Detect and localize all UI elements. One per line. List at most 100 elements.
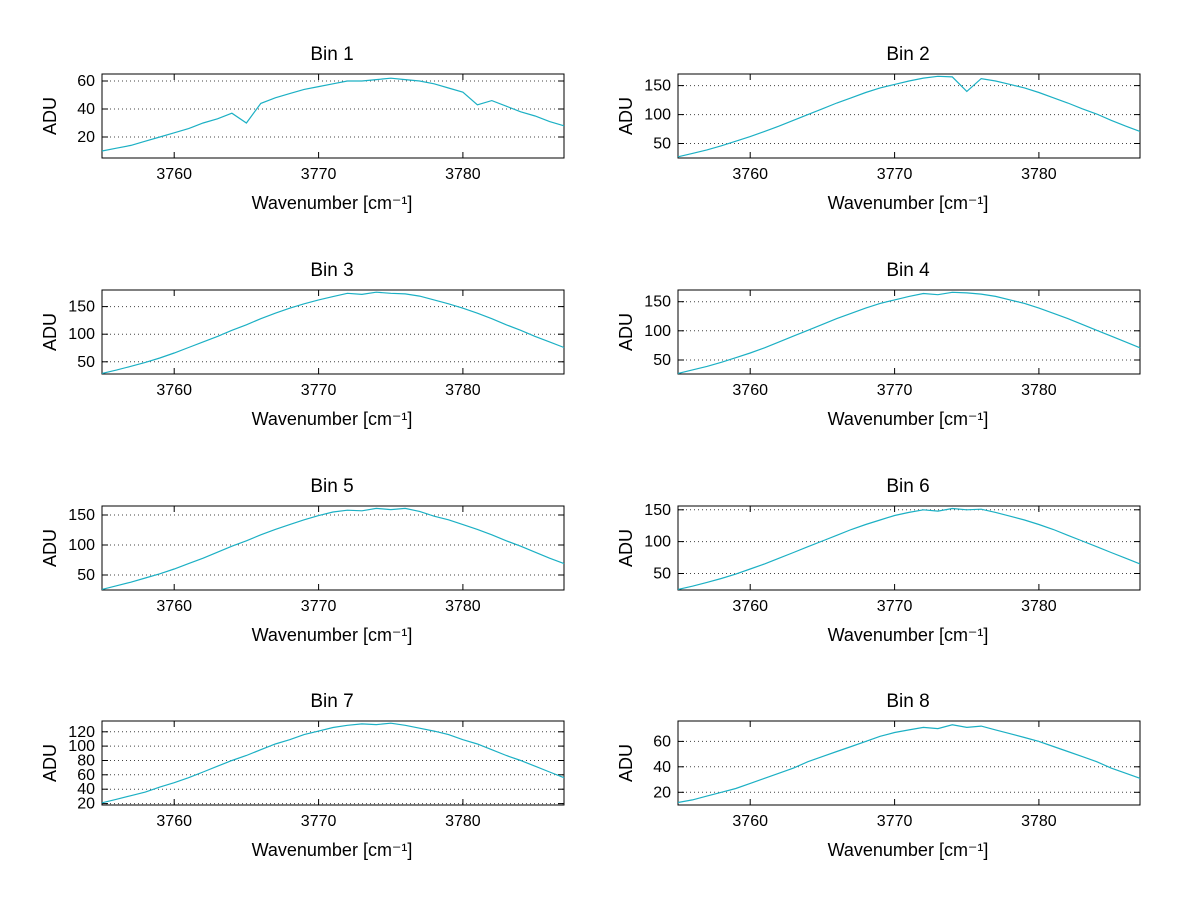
axis-box bbox=[677, 73, 1141, 159]
y-axis-label: ADU bbox=[40, 744, 60, 782]
subplot-bin-1: Bin 1 20 40 60 3760 3770 3780 ADU Wavenumber [… bbox=[40, 42, 575, 234]
spectrum-curve bbox=[677, 507, 1141, 590]
x-tick-label: 3780 bbox=[445, 598, 481, 615]
x-tick-label: 3770 bbox=[301, 813, 337, 830]
y-tick-label: 50 bbox=[653, 352, 671, 369]
x-tick-label: 3770 bbox=[877, 598, 913, 615]
y-tick-label: 60 bbox=[77, 73, 95, 90]
x-axis-label: Wavenumber [cm⁻¹] bbox=[827, 408, 989, 429]
x-axis-label: Wavenumber [cm⁻¹] bbox=[827, 193, 989, 213]
axis-box bbox=[101, 505, 565, 590]
y-axis-label: ADU bbox=[616, 313, 636, 351]
x-tick-label: 3780 bbox=[1021, 382, 1057, 399]
chart-canvas-bin-5: 50 100 150 3760 3770 3780 ADU bbox=[40, 505, 565, 615]
y-tick-label: 100 bbox=[68, 537, 95, 554]
x-tick-label: 3780 bbox=[445, 166, 481, 183]
chart-title: Bin 4 bbox=[886, 259, 930, 281]
x-tick-label: 3760 bbox=[732, 598, 768, 615]
x-tick-label: 3760 bbox=[732, 166, 768, 183]
y-tick-label: 60 bbox=[653, 734, 671, 751]
x-tick-label: 3780 bbox=[1021, 166, 1057, 183]
x-tick-label: 3770 bbox=[877, 166, 913, 183]
y-tick-label: 100 bbox=[644, 533, 671, 550]
chart-title: Bin 8 bbox=[886, 691, 930, 713]
subplot-bin-3: Bin 3 50 100 150 3760 3770 3780 ADU Wavenumber… bbox=[40, 258, 575, 450]
x-tick-label: 3770 bbox=[877, 382, 913, 399]
y-tick-label: 50 bbox=[77, 354, 95, 371]
y-tick-label: 20 bbox=[77, 129, 95, 146]
y-axis-label: ADU bbox=[616, 97, 636, 135]
spectrum-curve bbox=[101, 507, 565, 590]
y-tick-label: 50 bbox=[653, 136, 671, 153]
chart-canvas-bin-8: 20 40 60 3760 3770 3780 ADU bbox=[616, 720, 1141, 830]
axis-box bbox=[677, 289, 1141, 375]
y-tick-label: 40 bbox=[77, 781, 95, 798]
subplot-bin-2: Bin 2 50 100 150 3760 3770 3780 ADU Wavenumber… bbox=[616, 42, 1151, 234]
y-tick-label: 20 bbox=[653, 785, 671, 802]
chart-canvas-bin-1: 20 40 60 3760 3770 3780 ADU bbox=[40, 73, 565, 183]
subplot-bin-7: Bin 7 20 40 60 80 100 120 3760 3770 3780 ADU Wave… bbox=[40, 689, 575, 881]
y-tick-label: 80 bbox=[77, 753, 95, 770]
spectrum-curve bbox=[101, 77, 565, 152]
x-tick-label: 3770 bbox=[877, 813, 913, 830]
y-tick-label: 100 bbox=[68, 738, 95, 755]
y-tick-label: 120 bbox=[68, 724, 95, 741]
x-tick-label: 3780 bbox=[445, 813, 481, 830]
y-tick-label: 20 bbox=[77, 796, 95, 813]
axis-box bbox=[101, 720, 565, 806]
spectrum-curve bbox=[101, 291, 565, 374]
chart-canvas-bin-3: 50 100 150 3760 3770 3780 ADU bbox=[40, 289, 565, 399]
x-tick-label: 3780 bbox=[1021, 813, 1057, 830]
x-tick-label: 3780 bbox=[1021, 598, 1057, 615]
x-axis-label: Wavenumber [cm⁻¹] bbox=[827, 840, 989, 861]
x-axis-label: Wavenumber [cm⁻¹] bbox=[251, 624, 413, 645]
y-tick-label: 150 bbox=[68, 298, 95, 315]
x-tick-label: 3770 bbox=[301, 382, 337, 399]
axis-box bbox=[101, 289, 565, 375]
subplot-bin-6: Bin 6 50 100 150 3760 3770 3780 ADU Wavenumber… bbox=[616, 474, 1151, 666]
spectrum-curve bbox=[677, 724, 1141, 804]
x-axis-label: Wavenumber [cm⁻¹] bbox=[251, 840, 413, 861]
x-tick-label: 3760 bbox=[156, 166, 192, 183]
y-tick-label: 50 bbox=[653, 565, 671, 582]
chart-title: Bin 5 bbox=[310, 475, 354, 497]
chart-canvas-bin-4: 50 100 150 3760 3770 3780 ADU bbox=[616, 289, 1141, 399]
spectrum-curve bbox=[101, 722, 565, 804]
x-tick-label: 3760 bbox=[156, 813, 192, 830]
x-axis-label: Wavenumber [cm⁻¹] bbox=[827, 624, 989, 645]
y-tick-label: 60 bbox=[77, 767, 95, 784]
x-tick-label: 3770 bbox=[301, 166, 337, 183]
spectrum-curve bbox=[677, 291, 1141, 374]
subplot-bin-4: Bin 4 50 100 150 3760 3770 3780 ADU Wavenumber… bbox=[616, 258, 1151, 450]
y-axis-label: ADU bbox=[40, 313, 60, 351]
y-axis-label: ADU bbox=[616, 528, 636, 566]
chart-canvas-bin-6: 50 100 150 3760 3770 3780 ADU bbox=[616, 501, 1141, 615]
y-axis-label: ADU bbox=[40, 97, 60, 135]
x-tick-label: 3780 bbox=[445, 382, 481, 399]
y-axis-label: ADU bbox=[616, 744, 636, 782]
y-tick-label: 150 bbox=[644, 501, 671, 518]
y-tick-label: 50 bbox=[77, 567, 95, 584]
chart-canvas-bin-2: 50 100 150 3760 3770 3780 ADU bbox=[616, 73, 1141, 183]
axis-box bbox=[677, 505, 1141, 590]
y-tick-label: 150 bbox=[68, 507, 95, 524]
axis-box bbox=[101, 73, 565, 159]
chart-title: Bin 6 bbox=[886, 475, 930, 497]
chart-title: Bin 1 bbox=[310, 44, 354, 65]
y-tick-label: 150 bbox=[644, 293, 671, 310]
y-tick-label: 40 bbox=[77, 101, 95, 118]
subplot-bin-8: Bin 8 20 40 60 3760 3770 3780 ADU Wavenumber [… bbox=[616, 689, 1151, 881]
x-tick-label: 3760 bbox=[732, 813, 768, 830]
spectrum-curve bbox=[677, 75, 1141, 158]
x-tick-label: 3760 bbox=[732, 382, 768, 399]
chart-title: Bin 3 bbox=[310, 259, 354, 281]
chart-title: Bin 2 bbox=[886, 44, 930, 65]
x-tick-label: 3770 bbox=[301, 598, 337, 615]
y-tick-label: 40 bbox=[653, 759, 671, 776]
y-tick-label: 100 bbox=[644, 323, 671, 340]
x-axis-label: Wavenumber [cm⁻¹] bbox=[251, 408, 413, 429]
chart-title: Bin 7 bbox=[310, 691, 354, 713]
y-tick-label: 150 bbox=[644, 78, 671, 95]
